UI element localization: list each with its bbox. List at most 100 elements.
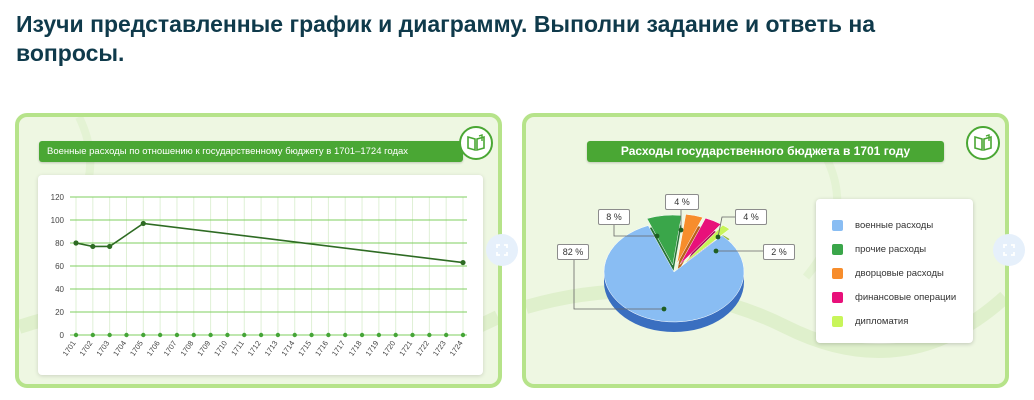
x-tick-label: 1715 — [296, 339, 313, 358]
y-tick-label: 60 — [55, 262, 64, 271]
y-tick-label: 40 — [55, 285, 64, 294]
line-chart-plot: 0 20 40 60 80 100 120 1701 1702 1703 1704 1705 1706 1… — [38, 175, 483, 375]
y-tick-label: 20 — [55, 308, 64, 317]
x-tick-label: 1713 — [263, 339, 280, 358]
legend-label: прочие расходы — [855, 244, 927, 255]
x-tick-label: 1704 — [111, 339, 128, 358]
x-axis-marker — [225, 332, 230, 338]
x-tick-label: 1707 — [162, 339, 179, 358]
x-axis-marker — [393, 332, 398, 338]
x-tick-label: 1717 — [330, 339, 347, 358]
legend-swatch — [832, 292, 843, 303]
x-tick-label: 1718 — [347, 339, 364, 358]
x-tick-label: 1706 — [145, 339, 162, 358]
legend-label: дипломатия — [855, 316, 909, 327]
legend-swatch — [832, 268, 843, 279]
x-axis-marker — [258, 332, 264, 338]
x-tick-label: 1701 — [61, 339, 78, 358]
page-title: Изучи представленные график и диаграмму.… — [16, 11, 876, 66]
x-axis-marker — [309, 332, 314, 338]
x-tick-label: 1723 — [431, 339, 448, 358]
leader-dot — [661, 306, 667, 312]
legend-swatch — [832, 220, 843, 231]
expand-left-button[interactable] — [486, 234, 518, 266]
expand-right-button[interactable] — [993, 234, 1025, 266]
data-point — [73, 240, 79, 246]
x-axis-marker — [427, 332, 432, 338]
x-tick-label: 1705 — [128, 339, 145, 358]
pie-chart-svg — [573, 209, 778, 332]
x-tick-label: 1710 — [212, 339, 229, 358]
x-tick-label: 1703 — [94, 339, 111, 358]
x-axis-marker — [73, 332, 79, 338]
line-chart-card: Военные расходы по отношению к государст… — [15, 113, 502, 388]
pie-chart-title: Расходы государственного бюджета в 1701 … — [587, 141, 944, 162]
line-chart-title: Военные расходы по отношению к государст… — [39, 141, 463, 162]
leader-dot — [678, 227, 684, 233]
pie-slice-side — [604, 272, 744, 332]
x-axis-marker — [107, 332, 112, 338]
x-tick-label: 1721 — [397, 339, 414, 358]
x-tick-label: 1702 — [78, 339, 95, 358]
x-tick-label: 1724 — [448, 339, 465, 358]
x-axis-marker — [124, 332, 129, 338]
x-axis-marker — [376, 332, 382, 338]
pie-slice — [603, 225, 745, 323]
y-tick-label: 100 — [51, 216, 65, 225]
x-axis-marker — [90, 332, 96, 338]
x-axis-marker — [275, 332, 281, 338]
x-tick-label: 1711 — [229, 339, 246, 357]
callout-palace: 4 % — [665, 194, 699, 210]
data-point — [460, 259, 466, 266]
book-icon — [966, 126, 1000, 160]
callout-diplomacy: 2 % — [763, 244, 795, 260]
legend-swatch — [832, 244, 843, 255]
pie-slice — [646, 214, 682, 266]
x-tick-label: 1722 — [414, 339, 431, 358]
pie-legend: военные расходы прочие расходы дворцовые… — [816, 199, 973, 343]
x-tick-label: 1709 — [195, 339, 212, 358]
leader-line — [613, 224, 657, 237]
book-icon — [459, 126, 493, 160]
x-axis-marker — [443, 332, 449, 338]
x-axis-marker — [174, 332, 180, 338]
leader-dot — [654, 233, 660, 239]
legend-swatch — [832, 316, 843, 327]
x-tick-label: 1716 — [313, 339, 330, 358]
fullscreen-icon — [496, 244, 508, 256]
x-tick-label: 1712 — [246, 339, 263, 358]
x-tick-label: 1719 — [364, 339, 381, 358]
pie-slice — [676, 213, 704, 264]
callout-financial: 4 % — [735, 209, 767, 225]
x-axis-marker — [326, 332, 331, 338]
data-point — [140, 220, 146, 227]
x-axis-marker — [343, 332, 348, 338]
fullscreen-icon — [1003, 244, 1015, 256]
data-point — [107, 243, 113, 250]
x-axis-marker — [191, 332, 196, 338]
callout-other: 8 % — [598, 209, 630, 225]
x-axis-marker — [208, 332, 213, 338]
legend-label: финансовые операции — [855, 292, 957, 303]
legend-label: военные расходы — [855, 220, 934, 231]
y-tick-label: 0 — [60, 331, 65, 340]
x-axis-marker — [410, 332, 415, 338]
legend-label: дворцовые расходы — [855, 268, 944, 279]
leader-dot — [715, 234, 721, 240]
pie-chart-card: Расходы государственного бюджета в 1701 … — [522, 113, 1009, 388]
x-axis-marker — [157, 332, 163, 338]
y-tick-label: 80 — [55, 239, 64, 248]
leader-line — [573, 259, 664, 310]
y-tick-label: 120 — [51, 193, 65, 202]
leader-dot — [713, 248, 719, 254]
x-tick-label: 1714 — [279, 339, 296, 358]
x-axis-marker — [460, 332, 466, 338]
x-axis-marker — [292, 332, 297, 338]
x-axis-marker — [141, 332, 146, 338]
callout-military: 82 % — [557, 244, 589, 260]
x-tick-label: 1708 — [178, 339, 195, 358]
data-point — [90, 243, 96, 250]
x-axis-marker — [242, 332, 247, 338]
x-tick-label: 1720 — [380, 339, 397, 358]
